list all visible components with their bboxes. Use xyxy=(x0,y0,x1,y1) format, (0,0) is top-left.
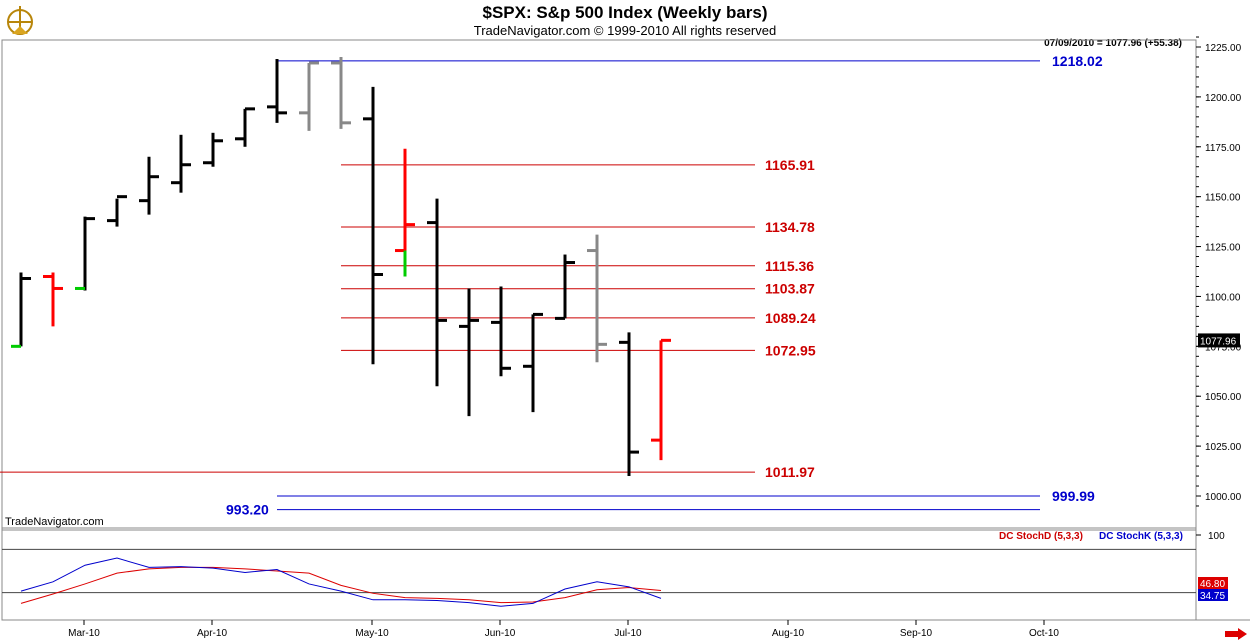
level-label: 1165.91 xyxy=(765,157,815,173)
x-tick-label: May-10 xyxy=(355,628,389,639)
x-tick-label: Oct-10 xyxy=(1029,628,1059,639)
y-tick-label: 1100.00 xyxy=(1205,292,1241,303)
right-arrow-icon[interactable] xyxy=(1225,628,1247,640)
last-quote: 07/09/2010 = 1077.96 (+55.38) xyxy=(1044,38,1182,49)
level-label: 999.99 xyxy=(1052,488,1095,504)
osc-value-label: 46.80 xyxy=(1200,579,1225,590)
sextant-logo-icon xyxy=(7,6,33,35)
y-tick-label: 1150.00 xyxy=(1205,193,1241,204)
watermark: TradeNavigator.com xyxy=(5,516,104,528)
osc-value-label: 34.75 xyxy=(1200,591,1225,602)
level-label: 1072.95 xyxy=(765,342,816,358)
last-price-box xyxy=(1198,333,1240,348)
y-tick-label: 1125.00 xyxy=(1205,243,1241,254)
legend-stoch-d: DC StochD (5,3,3) xyxy=(999,531,1083,542)
level-label: 993.20 xyxy=(226,502,269,518)
osc-series-line xyxy=(20,566,662,604)
x-tick-label: Sep-10 xyxy=(900,628,933,639)
level-label: 1115.36 xyxy=(765,258,814,274)
level-label: 1103.87 xyxy=(765,281,815,297)
x-tick-label: Jun-10 xyxy=(485,628,516,639)
x-tick-label: Jul-10 xyxy=(614,628,642,639)
chart-subtitle: TradeNavigator.com © 1999-2010 All right… xyxy=(473,23,777,38)
legend-stoch-k: DC StochK (5,3,3) xyxy=(1099,531,1183,542)
last-price-label: 1077.96 xyxy=(1200,336,1237,347)
y-tick-label: 1225.00 xyxy=(1205,43,1242,54)
y-tick-label: 1200.00 xyxy=(1205,93,1242,104)
y-tick-label: 1075.00 xyxy=(1205,342,1242,353)
osc-series-line xyxy=(20,557,662,607)
osc-value-box xyxy=(1198,577,1228,589)
x-tick-label: Mar-10 xyxy=(68,628,100,639)
osc-tick-label: 100 xyxy=(1208,531,1225,542)
x-tick-label: Aug-10 xyxy=(772,628,805,639)
level-label: 1218.02 xyxy=(1052,53,1103,69)
y-tick-label: 1175.00 xyxy=(1205,143,1241,154)
plot-frame xyxy=(1,39,1197,621)
x-tick-label: Apr-10 xyxy=(197,628,227,639)
osc-value-box xyxy=(1198,589,1228,601)
y-tick-label: 1025.00 xyxy=(1205,442,1242,453)
level-label: 1011.97 xyxy=(765,464,815,480)
chart-title: $SPX: S&p 500 Index (Weekly bars) xyxy=(482,3,768,22)
y-tick-label: 1050.00 xyxy=(1205,392,1242,403)
y-tick-label: 1000.00 xyxy=(1205,492,1242,503)
level-label: 1089.24 xyxy=(765,310,816,326)
level-label: 1134.78 xyxy=(765,219,815,235)
